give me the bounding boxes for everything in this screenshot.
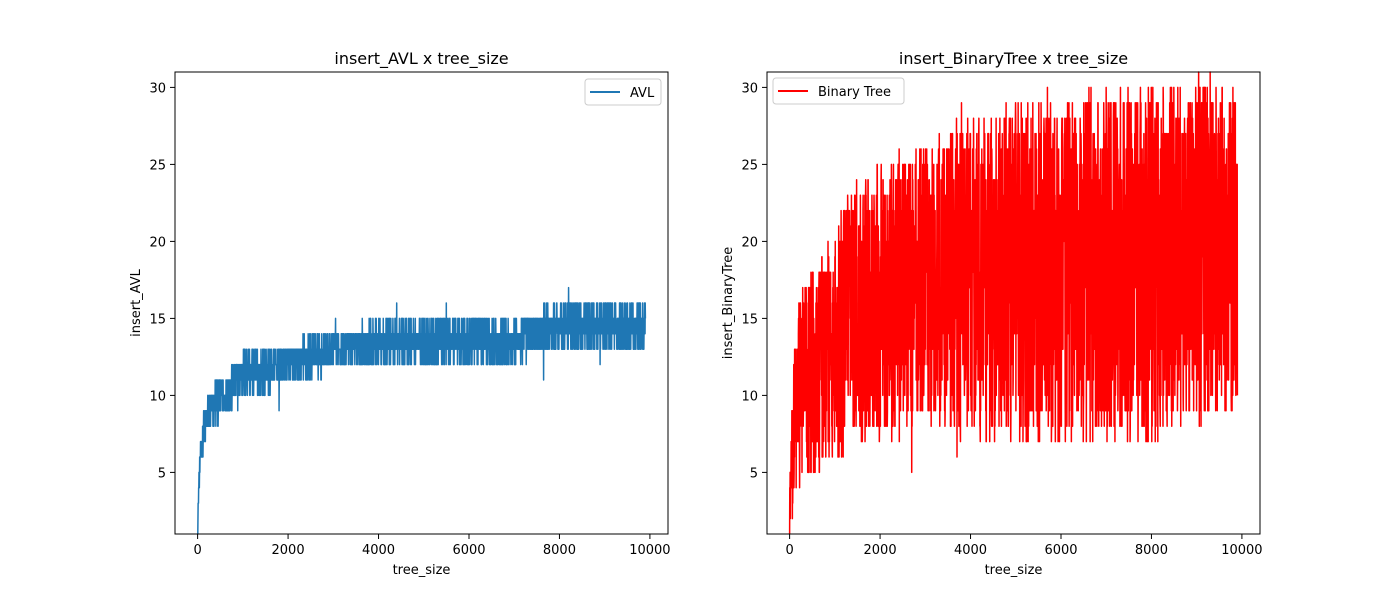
- binary-tree-chart-panel: insert_BinaryTree x tree_size 0 2000 4000 6…: [721, 49, 1263, 578]
- y-tick-label: 30: [149, 81, 166, 96]
- x-axis-label: tree_size: [393, 563, 451, 578]
- y-axis-label: insert_AVL: [129, 268, 144, 337]
- y-tick-label: 15: [741, 312, 758, 327]
- y-tick-label: 20: [741, 235, 758, 250]
- y-axis-ticks: 5 10 15 20 25 30: [149, 81, 175, 481]
- legend: AVL: [584, 78, 662, 106]
- series-line-avl: [197, 286, 647, 535]
- y-tick-label: 5: [750, 466, 758, 481]
- x-axis-label: tree_size: [985, 563, 1043, 578]
- avl-chart-panel: insert_AVL x tree_size 0 2000 4000 6000 8000…: [129, 49, 671, 578]
- y-tick-label: 15: [149, 312, 166, 327]
- x-tick-label: 10000: [629, 543, 670, 558]
- y-tick-label: 25: [741, 158, 758, 173]
- axes-frame: [766, 71, 1261, 535]
- x-tick-label: 0: [193, 543, 201, 558]
- x-tick-label: 2000: [272, 543, 305, 558]
- y-axis-label: insert_BinaryTree: [721, 247, 736, 359]
- x-tick-label: 6000: [1044, 543, 1077, 558]
- y-tick-label: 30: [741, 81, 758, 96]
- x-tick-label: 6000: [452, 543, 485, 558]
- x-tick-label: 4000: [362, 543, 395, 558]
- y-tick-label: 20: [149, 235, 166, 250]
- y-tick-label: 25: [149, 158, 166, 173]
- y-tick-label: 10: [149, 389, 166, 404]
- plot-area: [788, 71, 1239, 535]
- legend-label: AVL: [630, 86, 655, 101]
- axes-frame: [174, 71, 669, 535]
- x-tick-label: 2000: [864, 543, 897, 558]
- plot-area: [197, 286, 647, 535]
- x-axis-ticks: 0 2000 4000 6000 8000 10000: [193, 534, 671, 558]
- series-line-binary-tree: [788, 71, 1239, 535]
- x-tick-label: 4000: [954, 543, 987, 558]
- y-tick-label: 5: [158, 466, 166, 481]
- x-tick-label: 0: [785, 543, 793, 558]
- legend-label: Binary Tree: [818, 85, 891, 100]
- chart-title: insert_AVL x tree_size: [334, 49, 508, 69]
- x-tick-label: 8000: [543, 543, 576, 558]
- legend-box: [772, 77, 905, 105]
- x-tick-label: 8000: [1135, 543, 1168, 558]
- x-tick-label: 10000: [1221, 543, 1262, 558]
- y-tick-label: 10: [741, 389, 758, 404]
- y-axis-ticks: 5 10 15 20 25 30: [741, 81, 767, 481]
- x-axis-ticks: 0 2000 4000 6000 8000 10000: [785, 534, 1263, 558]
- legend: Binary Tree: [772, 77, 905, 105]
- chart-title: insert_BinaryTree x tree_size: [899, 49, 1128, 69]
- legend-box: [584, 78, 662, 106]
